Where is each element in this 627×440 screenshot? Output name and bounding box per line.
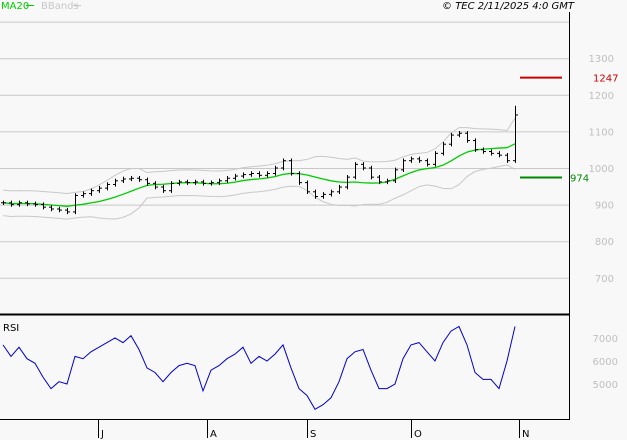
price-bar bbox=[25, 200, 30, 207]
price-bar bbox=[257, 171, 262, 178]
bollinger-upper-band bbox=[2, 118, 516, 195]
price-bar bbox=[121, 176, 126, 184]
legend-ma20: MA20 bbox=[1, 1, 29, 12]
rsi-tick-label: 7000 bbox=[593, 334, 618, 345]
price-bar bbox=[89, 188, 94, 196]
price-bar bbox=[273, 165, 278, 176]
price-bar bbox=[233, 173, 238, 181]
price-bar bbox=[377, 174, 382, 185]
price-bar bbox=[81, 191, 86, 198]
price-bar bbox=[385, 178, 390, 185]
month-label: A bbox=[210, 429, 217, 440]
price-bar bbox=[337, 184, 342, 194]
support-label: 974 bbox=[570, 174, 589, 185]
price-bar bbox=[1, 200, 6, 205]
rsi-tick-label: 5000 bbox=[593, 380, 618, 391]
price-bar bbox=[513, 105, 518, 163]
price-bar bbox=[505, 152, 510, 163]
ma20-line bbox=[2, 143, 516, 207]
price-bar bbox=[33, 201, 38, 207]
price-bar bbox=[433, 151, 438, 167]
price-bar bbox=[153, 181, 158, 190]
price-tick-label: 1200 bbox=[589, 91, 614, 102]
price-bar bbox=[145, 177, 150, 186]
price-bar bbox=[417, 156, 422, 163]
price-bar bbox=[185, 179, 190, 185]
price-bar bbox=[393, 167, 398, 184]
price-bar bbox=[9, 200, 14, 207]
price-bar bbox=[105, 182, 110, 191]
copyright-timestamp: © TEC 2/11/2025 4:0 GMT bbox=[442, 1, 575, 12]
price-tick-label: 1300 bbox=[589, 54, 614, 65]
price-bar bbox=[177, 179, 182, 186]
price-bar bbox=[313, 189, 318, 199]
price-tick-label: 1100 bbox=[589, 127, 614, 138]
price-bar bbox=[161, 184, 166, 193]
price-bar bbox=[409, 156, 414, 163]
price-bar bbox=[361, 162, 366, 171]
price-bar bbox=[41, 202, 46, 210]
bollinger-lower-band bbox=[2, 164, 516, 220]
rsi-line bbox=[2, 325, 516, 410]
price-tick-label: 1000 bbox=[589, 164, 614, 175]
price-bar bbox=[297, 171, 302, 185]
price-bar bbox=[441, 142, 446, 156]
price-bar bbox=[281, 158, 286, 171]
price-bar bbox=[449, 132, 454, 147]
price-bar bbox=[401, 158, 406, 173]
price-bar bbox=[353, 162, 358, 180]
price-bar bbox=[129, 176, 134, 182]
price-bar bbox=[457, 131, 462, 138]
price-bar bbox=[17, 200, 22, 207]
price-bar bbox=[369, 165, 374, 180]
price-bar bbox=[345, 174, 350, 190]
price-tick-label: 700 bbox=[595, 274, 614, 285]
price-bar bbox=[57, 206, 62, 213]
price-bar bbox=[73, 193, 78, 215]
support-resistance-levels: 1247 974 bbox=[520, 74, 618, 185]
price-bar bbox=[209, 180, 214, 186]
price-bar bbox=[321, 192, 326, 199]
month-label: S bbox=[310, 429, 316, 440]
price-bar bbox=[97, 185, 102, 193]
rsi-axis-labels: 7000 6000 5000 bbox=[593, 334, 618, 391]
month-label: J bbox=[100, 429, 104, 440]
rsi-title: RSI bbox=[3, 323, 19, 334]
price-bar bbox=[473, 138, 478, 152]
price-bar bbox=[225, 176, 230, 184]
month-label: O bbox=[414, 429, 422, 440]
price-bar bbox=[481, 147, 486, 154]
price-bar bbox=[249, 171, 254, 177]
price-bar bbox=[65, 207, 70, 215]
price-bar bbox=[305, 180, 310, 194]
price-tick-label: 900 bbox=[595, 201, 614, 212]
price-bar bbox=[201, 179, 206, 186]
legend-bbands: BBands bbox=[41, 1, 79, 12]
price-bar bbox=[465, 131, 470, 143]
price-tick-label: 800 bbox=[595, 237, 614, 248]
price-bar bbox=[497, 151, 502, 158]
price-bars bbox=[1, 105, 518, 215]
price-bar bbox=[265, 171, 270, 178]
rsi-tick-label: 6000 bbox=[593, 357, 618, 368]
price-bar bbox=[193, 179, 198, 185]
price-bar bbox=[113, 178, 118, 187]
price-bar bbox=[289, 158, 294, 176]
price-bar bbox=[425, 158, 430, 167]
resistance-label: 1247 bbox=[593, 74, 618, 85]
price-bar bbox=[137, 176, 142, 182]
price-bar bbox=[169, 181, 174, 193]
price-gridlines bbox=[0, 21, 569, 279]
month-label: N bbox=[522, 429, 529, 440]
price-bar bbox=[49, 204, 54, 212]
price-bar bbox=[217, 178, 222, 185]
price-bar bbox=[329, 189, 334, 197]
price-bar bbox=[241, 172, 246, 179]
price-axis-labels: 700 800 900 1000 1100 1200 1300 bbox=[589, 54, 614, 285]
price-bar bbox=[489, 149, 494, 156]
